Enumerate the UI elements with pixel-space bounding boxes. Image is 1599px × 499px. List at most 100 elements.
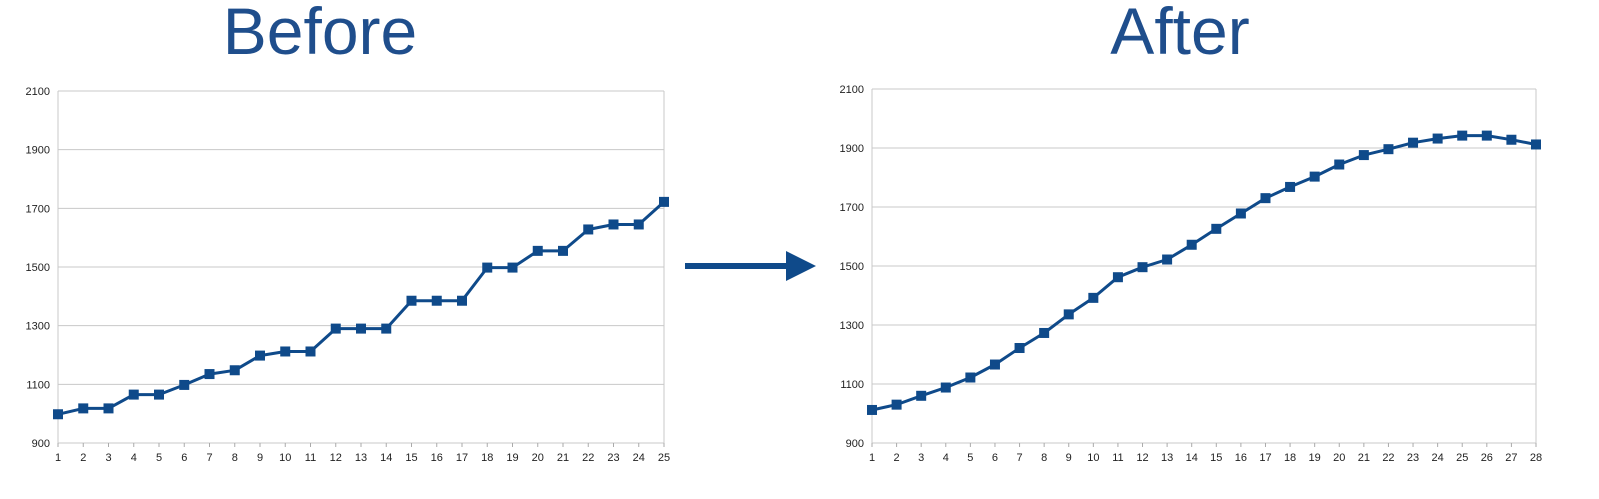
before-x-tick-label: 25 <box>658 452 670 464</box>
after-x-tick-label: 25 <box>1456 452 1468 464</box>
after-x-tick-label: 1 <box>869 452 875 464</box>
before-x-tick-label: 21 <box>557 452 569 464</box>
after-data-point <box>1235 208 1246 219</box>
before-data-point <box>583 224 594 235</box>
after-data-point <box>1334 159 1345 170</box>
after-data-point <box>1211 223 1222 234</box>
after-x-tick-label: 28 <box>1530 452 1542 464</box>
before-y-tick-label: 2100 <box>26 86 50 98</box>
before-series-line <box>57 200 666 416</box>
after-x-tick-label: 24 <box>1432 452 1444 464</box>
after-data-point <box>1408 137 1419 148</box>
before-data-point <box>179 379 190 390</box>
before-x-tick-label: 17 <box>456 452 468 464</box>
after-x-tick-label: 20 <box>1333 452 1345 464</box>
before-y-tick-label: 1700 <box>26 203 50 215</box>
after-x-tick-label: 21 <box>1358 452 1370 464</box>
before-x-tick-label: 4 <box>131 452 137 464</box>
before-x-tick-label: 1 <box>55 452 61 464</box>
right-arrow-icon <box>685 251 816 281</box>
before-data-point <box>128 389 139 400</box>
after-y-tick-label: 1700 <box>840 202 864 214</box>
after-data-point <box>1014 343 1025 354</box>
before-x-tick-label: 9 <box>257 452 263 464</box>
after-data-point <box>1309 171 1320 182</box>
before-y-tick-label: 1500 <box>26 262 50 274</box>
after-x-tick-label: 23 <box>1407 452 1419 464</box>
after-x-tick-label: 13 <box>1161 452 1173 464</box>
after-x-tick-label: 6 <box>992 452 998 464</box>
after-data-point <box>867 404 877 415</box>
before-x-tick-label: 6 <box>181 452 187 464</box>
after-data-point <box>916 390 927 401</box>
after-x-tick-label: 10 <box>1087 452 1099 464</box>
after-data-point <box>1112 272 1123 283</box>
after-data-point <box>940 382 951 393</box>
after-y-tick-label: 1500 <box>840 261 864 273</box>
before-data-point <box>103 403 114 414</box>
before-data-point <box>457 295 467 306</box>
after-x-tick-label: 14 <box>1186 452 1198 464</box>
after-x-tick-label: 5 <box>967 452 973 464</box>
before-title: Before <box>222 0 418 68</box>
after-data-point <box>1506 134 1517 145</box>
before-x-tick-label: 10 <box>279 452 291 464</box>
after-data-point <box>989 359 1000 370</box>
before-data-point <box>330 323 341 334</box>
before-y-tick-label: 900 <box>32 438 50 450</box>
after-data-point <box>1383 144 1394 155</box>
before-data-point <box>229 365 240 376</box>
before-data-point <box>633 219 644 230</box>
after-y-tick-label: 2100 <box>840 84 864 96</box>
after-y-tick-label: 1900 <box>840 143 864 155</box>
before-x-tick-label: 23 <box>607 452 619 464</box>
after-data-point <box>1063 309 1074 320</box>
before-data-point <box>431 295 442 306</box>
after-data-point <box>1162 254 1173 265</box>
after-data-point <box>1531 139 1541 150</box>
before-x-tick-label: 18 <box>481 452 493 464</box>
after-data-point <box>891 399 902 410</box>
before-x-tick-label: 5 <box>156 452 162 464</box>
before-data-point <box>532 245 543 256</box>
before-x-tick-label: 14 <box>380 452 392 464</box>
after-series-line <box>871 134 1537 412</box>
after-data-point <box>1088 292 1099 303</box>
before-data-point <box>280 346 291 357</box>
after-y-tick-label: 1300 <box>840 320 864 332</box>
after-x-tick-label: 26 <box>1481 452 1493 464</box>
after-title: After <box>1110 0 1250 68</box>
after-data-point <box>1457 130 1468 141</box>
before-data-point <box>381 323 392 334</box>
before-data-point <box>482 262 493 273</box>
after-x-tick-label: 27 <box>1505 452 1517 464</box>
after-data-point <box>1186 239 1197 250</box>
before-x-tick-label: 22 <box>582 452 594 464</box>
before-x-tick-label: 13 <box>355 452 367 464</box>
after-data-point <box>965 372 976 383</box>
after-x-tick-label: 8 <box>1041 452 1047 464</box>
before-x-tick-label: 11 <box>305 452 316 464</box>
after-y-tick-label: 1100 <box>840 379 864 391</box>
after-x-tick-label: 22 <box>1382 452 1394 464</box>
before-x-tick-label: 24 <box>633 452 645 464</box>
before-y-tick-label: 1100 <box>26 379 50 391</box>
before-data-point <box>507 262 518 273</box>
after-x-tick-label: 4 <box>943 452 949 464</box>
before-data-point <box>154 389 164 400</box>
after-data-point <box>1481 130 1492 141</box>
before-data-point <box>659 196 669 207</box>
before-data-point <box>204 369 215 380</box>
before-data-point <box>53 409 63 420</box>
after-x-tick-label: 16 <box>1235 452 1247 464</box>
before-data-point <box>406 295 417 306</box>
before-data-point <box>558 245 568 256</box>
after-data-point <box>1358 150 1369 161</box>
after-x-tick-label: 12 <box>1136 452 1148 464</box>
before-x-tick-label: 16 <box>431 452 443 464</box>
before-data-point <box>78 403 89 414</box>
before-y-tick-label: 1300 <box>26 321 50 333</box>
after-x-tick-label: 19 <box>1309 452 1321 464</box>
before-x-tick-label: 12 <box>330 452 342 464</box>
